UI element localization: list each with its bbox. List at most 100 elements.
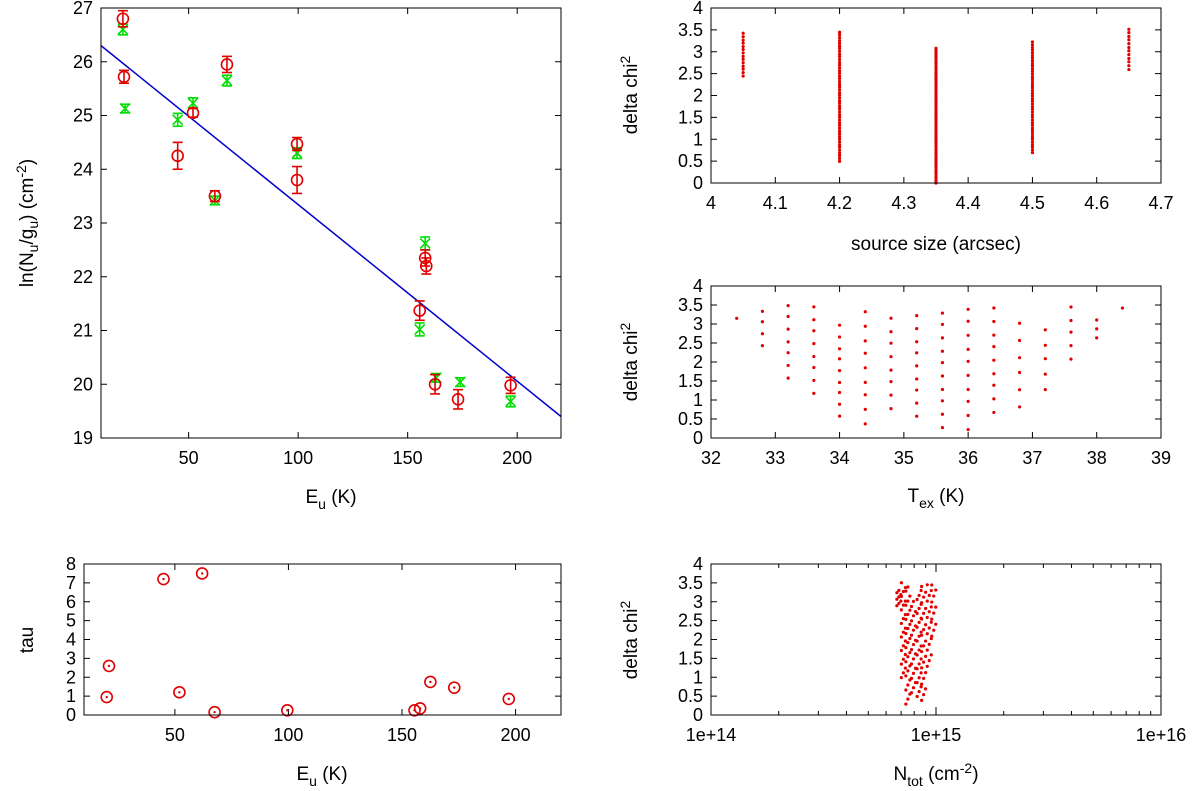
chi2-point [837,118,842,122]
chi2-point [915,625,919,629]
chi2-point [992,319,996,324]
chi2-point [915,681,919,685]
observed-circle-marker [504,379,517,392]
y-tick-label: 6 [66,592,76,612]
chi2-point [837,33,842,37]
chi2-point [934,622,938,626]
chi2-point [908,636,912,641]
chi2-point [906,585,910,589]
chi2-point [741,35,745,39]
y-tick-label: 5 [66,611,76,631]
chi2-point [837,36,842,40]
chi2-point [966,333,970,337]
chi2-point [917,634,921,638]
chi2-point [934,113,938,117]
y-tick-label: 23 [73,213,93,233]
chi2-point [924,687,928,691]
chi2-point [904,617,908,621]
chi2-point [992,358,996,362]
x-tick-label: 1e+16 [1136,725,1187,745]
chi2-point [1127,42,1131,46]
chi2-point [906,612,910,617]
chi2-point [920,584,924,589]
chi2-point [895,591,899,595]
chi2-point [1030,151,1035,155]
observed-circle-marker [117,70,131,84]
observed-circle-marker [220,58,234,71]
chi2-point [899,599,903,603]
chi2-point [917,620,921,624]
chi2-point [927,610,931,614]
chi2-point [863,339,867,343]
chi2-point [1030,46,1035,50]
tau-circle-marker [173,686,186,699]
chi2-point [934,99,938,103]
chi2-point [1017,321,1022,325]
x-tick-label: 200 [501,725,531,745]
chi2-point [922,644,926,648]
chi2-point [1030,102,1035,106]
chi2-point [903,626,907,630]
chi2-point [1017,405,1022,409]
chi2-point [837,57,842,62]
chi2-point [837,60,842,65]
chi-ntot-ylabel: delta chi2 [617,601,642,680]
chi2-point [837,357,842,361]
y-tick-label: 19 [73,428,93,448]
chi2-point [922,595,926,599]
chi2-point [786,303,790,308]
chi2-point [837,85,842,89]
chi2-point [863,380,867,384]
chi-size-frame [710,7,1162,184]
chi2-point [924,590,928,594]
chi2-point [1030,123,1035,128]
observed-circle-marker [208,189,222,203]
chi2-point [837,414,842,418]
tau-circle-marker [208,705,221,719]
chi2-point [906,683,910,687]
model-x-marker [454,376,466,388]
chi2-point [934,605,938,609]
tau-markers [100,567,516,719]
chi2-point [1030,88,1035,93]
chi2-point [837,131,842,136]
chi2-point [966,399,970,404]
model-x-marker [505,395,517,408]
chi2-point [966,413,970,418]
x-tick-label: 100 [273,725,303,745]
y-tick-label: 1.5 [678,648,703,668]
chi2-point [889,393,893,397]
x-tick-label: 39 [1151,448,1171,468]
chi2-point [1017,370,1022,375]
y-tick-label: 4 [693,554,703,574]
chi2-point [915,351,919,355]
chi2-point [911,671,916,675]
chi2-point [915,401,919,405]
x-tick-label: 50 [165,725,185,745]
chi2-point [1043,388,1047,392]
chi2-point [1095,336,1099,340]
observed-point [186,106,200,120]
y-tick-label: 3.5 [678,295,703,315]
y-tick-label: 0.5 [678,409,703,429]
chi2-point [1030,40,1035,44]
y-tick-label: 1.5 [678,371,703,391]
tau-circle-marker [157,572,170,586]
chi2-point [925,615,929,620]
chi2-point [1030,134,1035,138]
chi2-point [1030,72,1035,76]
chi2-point [837,74,842,78]
chi2-point [922,660,926,664]
y-tick-label: 22 [73,267,93,287]
chi2-point [915,364,919,368]
chi2-point [925,632,929,636]
chi2-point [934,119,938,123]
chi2-point [837,156,842,161]
chi2-point [741,61,745,65]
chi2-point [899,648,903,653]
chi2-point [924,654,928,658]
chi2-point [1127,64,1131,68]
chi-size-points [741,27,1131,185]
chi2-point [934,137,938,141]
